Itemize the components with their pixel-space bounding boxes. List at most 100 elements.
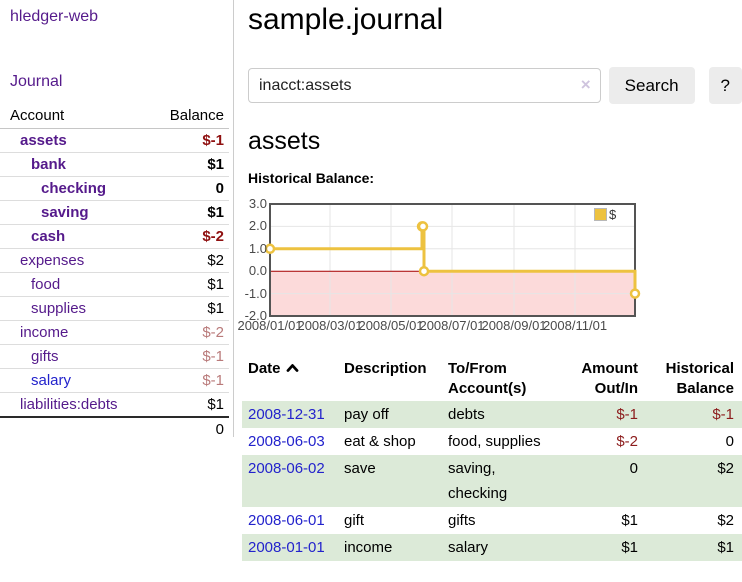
- account-link[interactable]: food: [31, 276, 61, 293]
- account-link[interactable]: expenses: [20, 252, 85, 269]
- transaction-description: save: [344, 460, 376, 477]
- transactions-header-row: Date Description To/From Account(s) Amou…: [242, 357, 742, 401]
- transactions-table: Date Description To/From Account(s) Amou…: [242, 357, 742, 561]
- account-row: gifts $-1: [0, 345, 229, 369]
- col-header-account: Account: [0, 104, 145, 129]
- account-row: salary $-1: [0, 369, 229, 393]
- legend-swatch: [594, 208, 607, 221]
- search-box: ×: [248, 68, 601, 103]
- legend-label: $: [609, 207, 617, 222]
- transaction-row: 2008-12-31 pay off debts $-1 $-1: [242, 401, 742, 428]
- y-axis-tick-label: 2.0: [248, 218, 267, 234]
- accounts-balance-table: Account Balance assets $-1 bank $1 checking 0…: [0, 104, 229, 441]
- search-input[interactable]: [248, 68, 601, 103]
- transaction-accounts: food, supplies: [448, 433, 541, 450]
- accounts-table-header-row: Account Balance: [0, 104, 229, 129]
- account-link[interactable]: checking: [41, 180, 107, 197]
- account-row: supplies $1: [0, 297, 229, 321]
- account-balance: $-2: [202, 228, 224, 245]
- balance-chart-svg: [264, 203, 641, 317]
- x-axis-tick-label: 2008/01/01: [237, 318, 303, 333]
- account-link[interactable]: supplies: [31, 300, 87, 317]
- y-axis-tick-label: -1.0: [244, 285, 267, 301]
- sort-ascending-icon: [286, 364, 298, 372]
- account-link[interactable]: assets: [20, 132, 67, 149]
- search-form: × Search ?: [248, 67, 742, 104]
- sidebar-divider: [233, 0, 234, 437]
- y-axis-tick-label: 3.0: [248, 196, 267, 211]
- transaction-description: gift: [344, 512, 365, 529]
- account-row: liabilities:debts $1: [0, 393, 229, 417]
- clear-search-icon[interactable]: ×: [580, 75, 591, 94]
- sidebar-total-row: 0: [0, 416, 229, 441]
- transaction-accounts: debts: [448, 406, 485, 423]
- account-row: food $1: [0, 273, 229, 297]
- transaction-date-link[interactable]: 2008-01-01: [248, 539, 325, 556]
- transaction-description: income: [344, 539, 393, 556]
- col-header-date[interactable]: Date: [242, 357, 344, 401]
- sidebar-item-journal[interactable]: Journal: [10, 73, 63, 90]
- transaction-description: eat & shop: [344, 433, 416, 450]
- transaction-amount: $1: [621, 512, 638, 529]
- col-header-description: Description: [344, 360, 427, 377]
- y-axis-tick-label: -2.0: [244, 308, 267, 323]
- transaction-balance: 0: [725, 433, 734, 450]
- register-rows: 2008-12-31 pay off debts $-1 $-1 2008-06-03 ea…: [242, 401, 742, 561]
- x-axis-tick-label: 2008/07/01: [419, 318, 485, 333]
- account-balance: $2: [207, 252, 224, 269]
- account-row: checking 0: [0, 177, 229, 201]
- help-button[interactable]: ?: [708, 67, 742, 104]
- search-button[interactable]: Search: [608, 67, 695, 104]
- account-balance: $-2: [202, 324, 224, 341]
- transaction-accounts: gifts: [448, 512, 476, 529]
- transaction-row: 2008-06-02 save saving, checking 0 $2: [242, 455, 742, 507]
- transaction-amount: $1: [621, 539, 638, 556]
- transaction-row: 2008-01-01 income salary $1 $1: [242, 534, 742, 561]
- transaction-amount: $-1: [616, 406, 638, 423]
- app-title-link[interactable]: hledger-web: [10, 8, 99, 25]
- account-balance: $1: [207, 276, 224, 293]
- transaction-row: 2008-06-03 eat & shop food, supplies $-2 0: [242, 428, 742, 455]
- transaction-balance: $1: [717, 539, 734, 556]
- col-header-balance: Balance: [144, 104, 229, 129]
- transaction-amount: $-2: [616, 433, 638, 450]
- account-link[interactable]: saving: [41, 204, 89, 221]
- transaction-row: 2008-06-01 gift gifts $1 $2: [242, 507, 742, 534]
- account-row: income $-2: [0, 321, 229, 345]
- x-axis-tick-label: 2008/09/01: [481, 318, 547, 333]
- account-link[interactable]: bank: [31, 156, 67, 173]
- account-link[interactable]: income: [20, 324, 69, 341]
- transaction-date-link[interactable]: 2008-06-01: [248, 512, 325, 529]
- sidebar-total-balance: 0: [144, 416, 229, 441]
- transaction-amount: 0: [629, 460, 638, 477]
- page-title: sample.journal: [248, 3, 444, 36]
- transaction-balance: $2: [717, 512, 734, 529]
- transaction-date-link[interactable]: 2008-12-31: [248, 406, 325, 423]
- account-row: bank $1: [0, 153, 229, 177]
- account-link[interactable]: liabilities:debts: [20, 396, 118, 413]
- transaction-date-link[interactable]: 2008-06-03: [248, 433, 325, 450]
- x-axis-tick-label: 2008/05/01: [358, 318, 424, 333]
- account-balance: 0: [215, 180, 224, 197]
- chart-title: Historical Balance:: [248, 170, 375, 186]
- account-link[interactable]: gifts: [31, 348, 59, 365]
- transaction-date-link[interactable]: 2008-06-02: [248, 460, 325, 477]
- main-content: sample.journal × Search ? assets Histori…: [237, 0, 742, 561]
- account-balance: $1: [207, 300, 224, 317]
- balance-chart: $ 3.0 2.0 1.0 0.0 -1.0 -2.0 2008/01/01 2008/03/…: [237, 196, 742, 341]
- transaction-balance: $-1: [712, 406, 734, 423]
- account-row: cash $-2: [0, 225, 229, 249]
- sidebar: hledger-web Journal Account Balance asse…: [0, 0, 233, 441]
- transaction-description: pay off: [344, 406, 389, 423]
- account-link[interactable]: cash: [31, 228, 66, 245]
- account-balance: $-1: [202, 372, 224, 389]
- transaction-accounts: salary: [448, 539, 489, 556]
- col-header-accounts: To/From Account(s): [448, 360, 527, 397]
- account-link[interactable]: salary: [31, 372, 72, 389]
- y-axis-tick-label: 1.0: [248, 240, 267, 256]
- account-balance: $1: [207, 156, 224, 173]
- y-axis-tick-label: 0.0: [248, 263, 267, 279]
- account-balance: $-1: [202, 348, 224, 365]
- account-balance: $1: [207, 204, 224, 221]
